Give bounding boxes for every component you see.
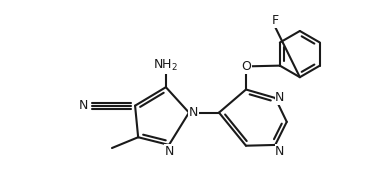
Text: NH$_2$: NH$_2$ [153,58,178,73]
Text: F: F [272,14,279,27]
Text: N: N [275,91,285,105]
Text: O: O [241,60,251,73]
Text: N: N [275,145,285,158]
Text: N: N [79,99,88,112]
Text: N: N [164,145,174,158]
Text: N: N [189,106,198,119]
